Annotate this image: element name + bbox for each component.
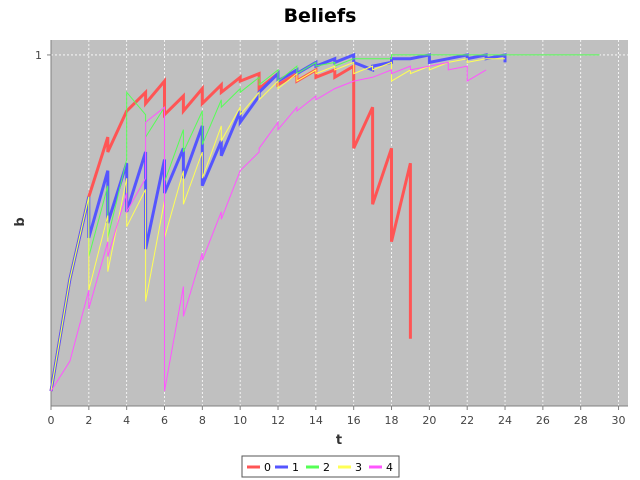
y-tick-label: 1 (35, 49, 42, 62)
x-tick-label: 16 (347, 414, 361, 427)
x-tick-label: 26 (536, 414, 550, 427)
x-tick-label: 0 (48, 414, 55, 427)
x-tick-label: 18 (385, 414, 399, 427)
x-tick-label: 24 (498, 414, 512, 427)
x-tick-label: 8 (199, 414, 206, 427)
y-ticks: 1 (35, 49, 51, 62)
legend-label-2: 2 (323, 461, 330, 474)
x-tick-label: 2 (85, 414, 92, 427)
x-ticks: 0 2 4 6 8 10 12 14 16 18 20 22 24 26 28 30 (48, 406, 626, 427)
plot-area (51, 40, 628, 406)
series-lines (49, 52, 600, 392)
series-line-4 (50, 61, 487, 392)
series-line-3 (50, 58, 505, 392)
x-tick-label: 20 (422, 414, 436, 427)
series-line-2 (50, 54, 600, 392)
x-tick-label: 10 (233, 414, 247, 427)
legend-label-0: 0 (264, 461, 271, 474)
series-line-0 (49, 63, 412, 392)
x-tick-label: 6 (161, 414, 168, 427)
x-tick-label: 30 (612, 414, 626, 427)
y-axis-label: b (13, 217, 28, 226)
x-tick-label: 4 (123, 414, 130, 427)
x-axis-label: t (336, 433, 342, 448)
legend-label-4: 4 (386, 461, 393, 474)
x-tick-label: 22 (460, 414, 474, 427)
legend-box (241, 455, 400, 478)
legend-label-1: 1 (292, 461, 299, 474)
chart-title: Beliefs (284, 5, 357, 27)
legend-label-3: 3 (355, 461, 362, 474)
x-tick-label: 28 (574, 414, 588, 427)
legend: 0 1 2 3 4 (241, 455, 400, 478)
x-tick-label: 12 (271, 414, 285, 427)
x-tick-label: 14 (309, 414, 323, 427)
